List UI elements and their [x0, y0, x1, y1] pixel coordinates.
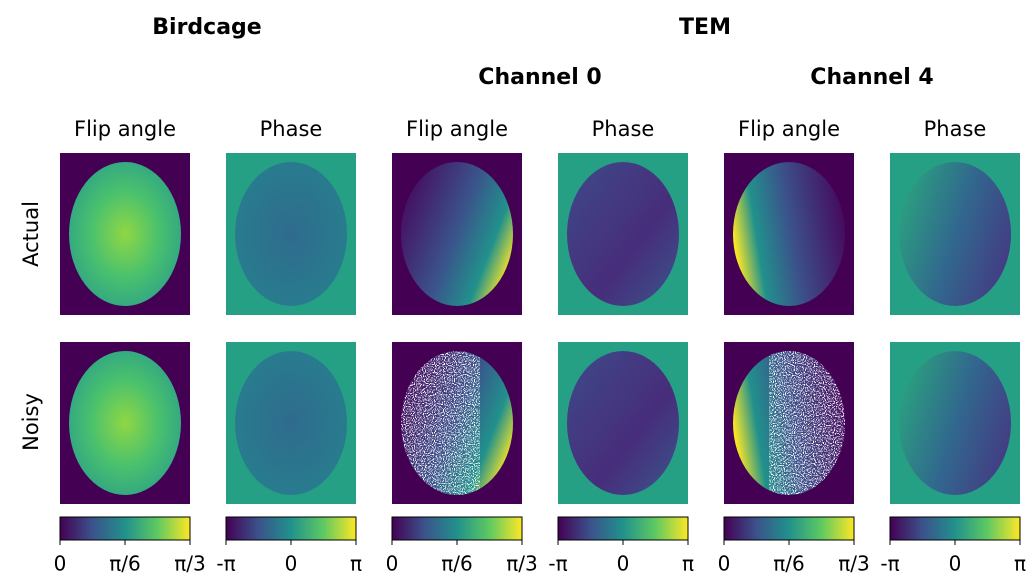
- head-region: [235, 162, 347, 306]
- colorbar-tick-label: 0: [718, 552, 731, 576]
- colorbar-tick-label: 0: [54, 552, 67, 576]
- image-panel: [226, 153, 356, 315]
- head-region: [567, 351, 679, 495]
- group-title: Birdcage: [152, 15, 261, 40]
- colorbar: [890, 517, 1020, 540]
- colorbar-tick-label: π/6: [441, 552, 473, 576]
- colorbar-tick-label: π/3: [174, 552, 206, 576]
- colorbar-tick-label: π: [1014, 552, 1026, 576]
- image-panel: [890, 342, 1020, 504]
- colorbar: [724, 517, 854, 540]
- colorbar-tick-label: 0: [285, 552, 298, 576]
- colorbar: [60, 517, 190, 540]
- head-region: [69, 351, 181, 495]
- colorbar-tick-label: π/3: [838, 552, 870, 576]
- head-region: [733, 162, 845, 306]
- head-region: [567, 162, 679, 306]
- colorbar-tick-label: -π: [880, 552, 899, 576]
- column-label: Phase: [260, 117, 323, 141]
- column-label: Flip angle: [406, 117, 508, 141]
- image-panel: [60, 342, 190, 504]
- colorbar-tick-label: 0: [949, 552, 962, 576]
- image-panel: [724, 342, 854, 504]
- colorbar-tick-label: π/3: [506, 552, 538, 576]
- colorbar: [558, 517, 688, 540]
- colorbar: [226, 517, 356, 540]
- colorbar-tick-label: 0: [617, 552, 630, 576]
- image-panel: [890, 153, 1020, 315]
- column-label: Flip angle: [74, 117, 176, 141]
- image-panel: [226, 342, 356, 504]
- image-panel: [392, 342, 522, 504]
- column-label: Flip angle: [738, 117, 840, 141]
- colorbar-tick-label: -π: [548, 552, 567, 576]
- colorbar: [392, 517, 522, 540]
- row-label: Noisy: [19, 393, 43, 451]
- head-region: [69, 162, 181, 306]
- colorbar-tick-label: π/6: [773, 552, 805, 576]
- image-panel: [724, 153, 854, 315]
- figure: Birdcage TEM Channel 0 Channel 4 Actual …: [0, 0, 1027, 579]
- colorbar-tick-label: π: [682, 552, 694, 576]
- column-label: Phase: [592, 117, 655, 141]
- colorbar-tick-label: π/6: [109, 552, 141, 576]
- image-panel: [558, 153, 688, 315]
- row-label: Actual: [19, 201, 43, 267]
- column-label: Phase: [924, 117, 987, 141]
- colorbar-tick-label: 0: [386, 552, 399, 576]
- colorbar-tick-label: π: [350, 552, 362, 576]
- head-region: [401, 162, 513, 306]
- channel-title: Channel 4: [810, 65, 933, 90]
- image-panel: [60, 153, 190, 315]
- image-panel: [558, 342, 688, 504]
- colorbar-tick-label: -π: [216, 552, 235, 576]
- channel-title: Channel 0: [478, 65, 601, 90]
- head-region: [235, 351, 347, 495]
- head-region: [899, 351, 1011, 495]
- group-title: TEM: [679, 15, 731, 40]
- head-region: [899, 162, 1011, 306]
- image-panel: [392, 153, 522, 315]
